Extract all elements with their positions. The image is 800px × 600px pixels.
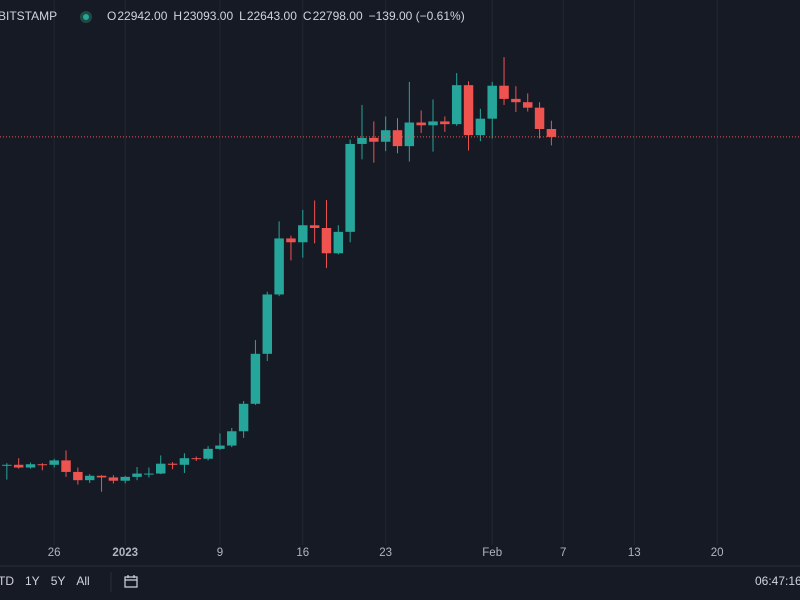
candle-body [475, 118, 486, 136]
candle-body [392, 130, 403, 147]
candle-body [499, 85, 509, 99]
candle-body [108, 477, 119, 481]
ohlc-key: L [239, 9, 246, 23]
x-tick-label: 2023 [112, 547, 138, 559]
candle-body [25, 464, 36, 468]
x-tick-label: 13 [628, 547, 641, 559]
ohlc-value: 22643.00 [247, 9, 297, 23]
toolbar: YTD 1Y 5Y All 06:47:16 [0, 572, 800, 592]
candle-body [274, 238, 284, 295]
candle-body [416, 122, 426, 126]
candle-body [238, 403, 249, 432]
ohlc-value: 23093.00 [183, 9, 233, 23]
candle-body [428, 121, 438, 126]
candle-body [298, 225, 308, 243]
candle-body [179, 458, 190, 465]
candle-body [262, 294, 273, 354]
candle-body [440, 121, 450, 125]
candle-body [61, 460, 71, 472]
candle-body [227, 431, 237, 446]
range-button[interactable]: 1Y [25, 574, 40, 588]
candle-body [37, 464, 48, 466]
candle-body [463, 85, 474, 136]
candle-body [333, 231, 344, 254]
ohlc-value: 22798.00 [313, 9, 363, 23]
candle-body [2, 464, 12, 466]
x-tick-label: 26 [48, 547, 61, 559]
candle-body [357, 137, 367, 144]
candle-body [369, 137, 379, 142]
candle-body [215, 445, 225, 449]
candle-body [321, 227, 332, 254]
candle-body [156, 463, 166, 474]
plot [0, 57, 800, 492]
ohlc-key: C [303, 9, 312, 23]
x-axis: 26 2023 9 16 23 Feb 7 13 20 [48, 547, 724, 559]
candle-body [404, 122, 415, 147]
status-dot [83, 14, 89, 20]
x-tick-label: 16 [296, 547, 309, 559]
candle-body [546, 128, 557, 137]
candle-body [286, 238, 296, 243]
candle-body [250, 353, 261, 404]
symbol: BITSTAMP [0, 9, 57, 23]
candle-body [309, 225, 320, 228]
candle-body [144, 473, 154, 475]
candle-body [167, 463, 178, 465]
candle-body [73, 471, 83, 481]
candle-body [511, 98, 521, 103]
x-tick-label: Feb [482, 547, 502, 559]
candle-body [191, 458, 201, 460]
candle-body [380, 130, 391, 142]
x-tick-label: 20 [711, 547, 724, 559]
candle-body [345, 143, 355, 232]
candle-body [451, 85, 462, 125]
candle-body [120, 476, 130, 481]
candle-body [203, 448, 213, 459]
clock: 06:47:16 [755, 574, 800, 588]
candle-body [132, 473, 142, 477]
x-tick-label: 7 [560, 547, 566, 559]
candle-body [487, 85, 497, 119]
candle-body [96, 475, 107, 478]
candle-body [13, 464, 24, 468]
range-button[interactable]: 5Y [51, 574, 66, 588]
calendar-icon [124, 575, 138, 588]
candle-body [534, 107, 545, 129]
ohlc-key: H [173, 9, 182, 23]
x-tick-label: 23 [379, 547, 392, 559]
date-range-button[interactable] [124, 575, 138, 588]
change: −139.00 (−0.61%) [369, 9, 465, 23]
ohlc-key: O [107, 9, 116, 23]
candle-body [84, 475, 95, 481]
ohlc-value: 22942.00 [117, 9, 167, 23]
header: BITSTAMP O 22942.00 H 23093.00 L 22643.00 C 227… [0, 9, 465, 23]
range-button[interactable]: All [76, 574, 89, 588]
candle-body [522, 102, 533, 108]
range-button[interactable]: YTD [0, 574, 14, 588]
candle-body [49, 460, 59, 465]
x-tick-label: 9 [217, 547, 223, 559]
